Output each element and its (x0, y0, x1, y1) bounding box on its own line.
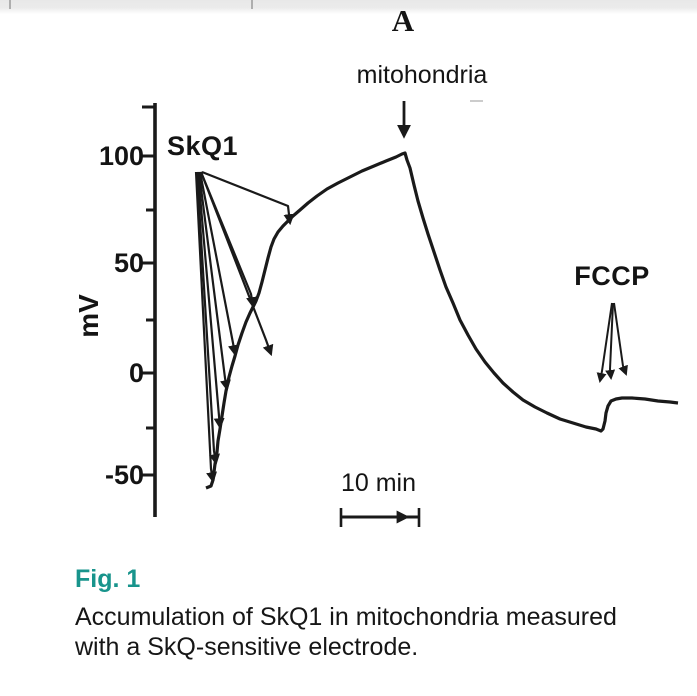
caption-text-line: Accumulation of SkQ1 in mitochondria mea… (75, 603, 617, 631)
addition-arrow (194, 171, 217, 484)
trace-figure: SkQ1 mitohondria FCCP 10 min mV 100 50 0… (73, 61, 679, 527)
panel-label-a: A (391, 3, 415, 38)
y-tick-label-100: 100 (98, 141, 144, 171)
addition-arrow (197, 171, 231, 392)
mitochondria-label: mitohondria (356, 61, 488, 89)
addition-arrow (613, 302, 628, 376)
page-edge-tick (9, 0, 11, 9)
skq1-label: SkQ1 (167, 131, 239, 161)
caption-text-line: with a SkQ-sensitive electrode. (75, 633, 419, 661)
figure-number: Fig. 1 (75, 565, 141, 593)
addition-arrow (195, 171, 220, 466)
scan-artifact-mark (470, 100, 483, 102)
scalebar-label: 10 min (340, 469, 417, 497)
y-tick-label-0: 0 (128, 358, 144, 388)
addition-arrow (199, 171, 274, 357)
page-edge-tick (251, 0, 253, 9)
y-tick-label-minus50: -50 (104, 460, 144, 490)
y-axis-label: mV (73, 294, 104, 338)
figure-caption: Fig. 1 Accumulation of SkQ1 in mitochond… (75, 565, 675, 662)
page-top-edge (0, 0, 697, 14)
y-tick-label-50: 50 (113, 248, 144, 278)
addition-arrow (198, 171, 239, 357)
addition-arrow (605, 302, 616, 380)
fccp-label: FCCP (574, 261, 650, 291)
addition-arrow (596, 302, 613, 383)
addition-arrow (196, 171, 225, 430)
addition-arrow (201, 170, 295, 226)
trace-plot-svg (141, 101, 679, 527)
electrode-trace (205, 151, 679, 490)
